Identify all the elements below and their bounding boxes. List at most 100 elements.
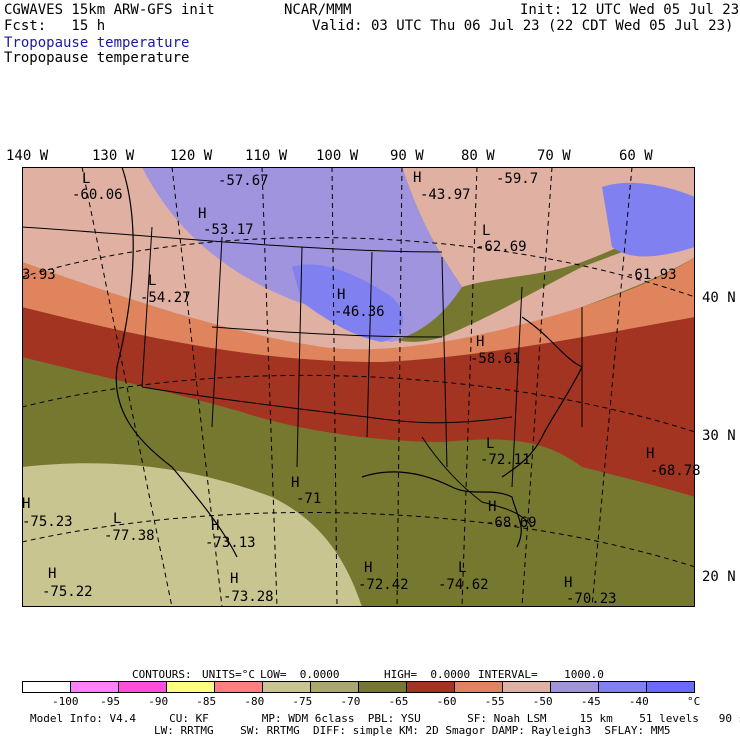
field-title: Tropopause temperature — [4, 50, 190, 66]
extremum-letter: H — [364, 560, 373, 576]
organization: NCAR/MMM — [284, 2, 352, 18]
band-minus-75 — [22, 463, 362, 607]
extremum-value: -46.36 — [334, 304, 385, 320]
extremum-letter: H — [337, 287, 346, 303]
extremum-value: -73.13 — [205, 535, 256, 551]
band-minus-65 — [22, 307, 695, 497]
extremum-letter: H — [48, 566, 57, 582]
interval-label: INTERVAL= 1000.0 — [478, 668, 604, 681]
legend-swatch — [503, 682, 551, 692]
lon-label-60w: 60 W — [619, 148, 653, 164]
extremum-letter: H — [646, 446, 655, 462]
map-frame — [22, 167, 695, 607]
extremum-value: -74.62 — [438, 577, 489, 593]
lon-label-140w: 140 W — [6, 148, 49, 164]
legend-label: -100 — [52, 695, 79, 708]
extremum-letter: H — [291, 475, 300, 491]
valid-time: Valid: 03 UTC Thu 06 Jul 23 (22 CDT Wed … — [312, 18, 734, 34]
coastlines — [115, 167, 583, 558]
legend-label: -60 — [436, 695, 457, 708]
color-legend — [22, 681, 695, 693]
lon-label-70w: 70 W — [537, 148, 571, 164]
legend-label: -95 — [100, 695, 121, 708]
low-label: LOW= 0.0000 — [260, 668, 340, 681]
legend-swatch — [71, 682, 119, 692]
state-borders — [22, 226, 583, 528]
extremum-value: -73.28 — [223, 589, 274, 605]
init-time: Init: 12 UTC Wed 05 Jul 23 — [520, 2, 740, 18]
forecast-hour: Fcst: 15 h — [4, 18, 106, 34]
legend-label: °C — [687, 695, 701, 708]
legend-swatch — [215, 682, 263, 692]
legend-swatch — [599, 682, 647, 692]
extremum-letter: L — [148, 273, 157, 289]
band-minus-45 — [292, 182, 695, 342]
lon-label-90w: 90 W — [390, 148, 424, 164]
lon-label-120w: 120 W — [170, 148, 213, 164]
lon-label-110w: 110 W — [245, 148, 288, 164]
extremum-value: -54.27 — [140, 290, 191, 306]
footer-model-info: Model Info: V4.4 CU: KF MP: WDM 6class P… — [30, 712, 740, 725]
units-label: UNITS=°C — [202, 668, 255, 681]
legend-swatch — [455, 682, 503, 692]
legend-label: -45 — [580, 695, 601, 708]
legend-label: -75 — [292, 695, 313, 708]
legend-label: -85 — [196, 695, 217, 708]
model-title: CGWAVES 15km ARW-GFS init — [4, 2, 215, 18]
legend-swatch — [23, 682, 71, 692]
extremum-value: -68.69 — [486, 515, 537, 531]
extremum-value: -43.97 — [420, 187, 471, 203]
extremum-letter: L — [82, 171, 91, 187]
legend-label: -80 — [244, 695, 265, 708]
legend-label: -55 — [484, 695, 505, 708]
lon-label-130w: 130 W — [92, 148, 135, 164]
extremum-value: -71 — [296, 491, 322, 507]
extremum-letter: L — [486, 436, 495, 452]
lat-label-20n: 20 N — [702, 569, 736, 585]
high-label: HIGH= 0.0000 — [384, 668, 471, 681]
extremum-value: -60.06 — [72, 187, 123, 203]
band-minus-60 — [22, 257, 695, 362]
legend-swatch — [359, 682, 407, 692]
extremum-letter: H — [22, 496, 31, 512]
legend-swatch — [311, 682, 359, 692]
legend-swatch — [263, 682, 311, 692]
tropopause-temperature-map — [22, 167, 695, 607]
extremum-value: 3.93 — [22, 267, 56, 283]
extremum-letter: L — [482, 223, 491, 239]
lon-label-100w: 100 W — [316, 148, 359, 164]
field-title-link[interactable]: Tropopause temperature — [4, 35, 190, 51]
extremum-value: -53.17 — [203, 222, 254, 238]
footer-physics-info: LW: RRTMG SW: RRTMG DIFF: simple KM: 2D … — [154, 724, 671, 737]
extremum-value: -61.93 — [626, 267, 677, 283]
legend-label: -50 — [532, 695, 553, 708]
extremum-letter: L — [113, 511, 122, 527]
legend-label: -90 — [148, 695, 169, 708]
legend-label: -70 — [340, 695, 361, 708]
extremum-letter: H — [476, 334, 485, 350]
legend-swatch — [407, 682, 455, 692]
extremum-letter: H — [564, 575, 573, 591]
lat-label-30n: 30 N — [702, 428, 736, 444]
extremum-letter: L — [458, 560, 467, 576]
extremum-value: -75.22 — [42, 584, 93, 600]
extremum-value: -70.23 — [566, 591, 617, 607]
extremum-value: -77.38 — [104, 528, 155, 544]
extremum-value: -62.69 — [476, 239, 527, 255]
contours-label: CONTOURS: — [132, 668, 192, 681]
extremum-letter: H — [413, 170, 422, 186]
legend-label: -65 — [388, 695, 409, 708]
extremum-letter: H — [211, 518, 220, 534]
legend-label: -40 — [628, 695, 649, 708]
extremum-value: -75.23 — [22, 514, 73, 530]
extremum-value: -68.78 — [650, 463, 701, 479]
lat-label-40n: 40 N — [702, 290, 736, 306]
extremum-value: -58.61 — [470, 351, 521, 367]
legend-swatch — [119, 682, 167, 692]
legend-swatch — [647, 682, 694, 692]
extremum-letter: H — [488, 499, 497, 515]
extremum-value: -59.7 — [496, 171, 539, 187]
lon-label-80w: 80 W — [461, 148, 495, 164]
extremum-letter: H — [198, 206, 207, 222]
graticule — [22, 167, 695, 607]
